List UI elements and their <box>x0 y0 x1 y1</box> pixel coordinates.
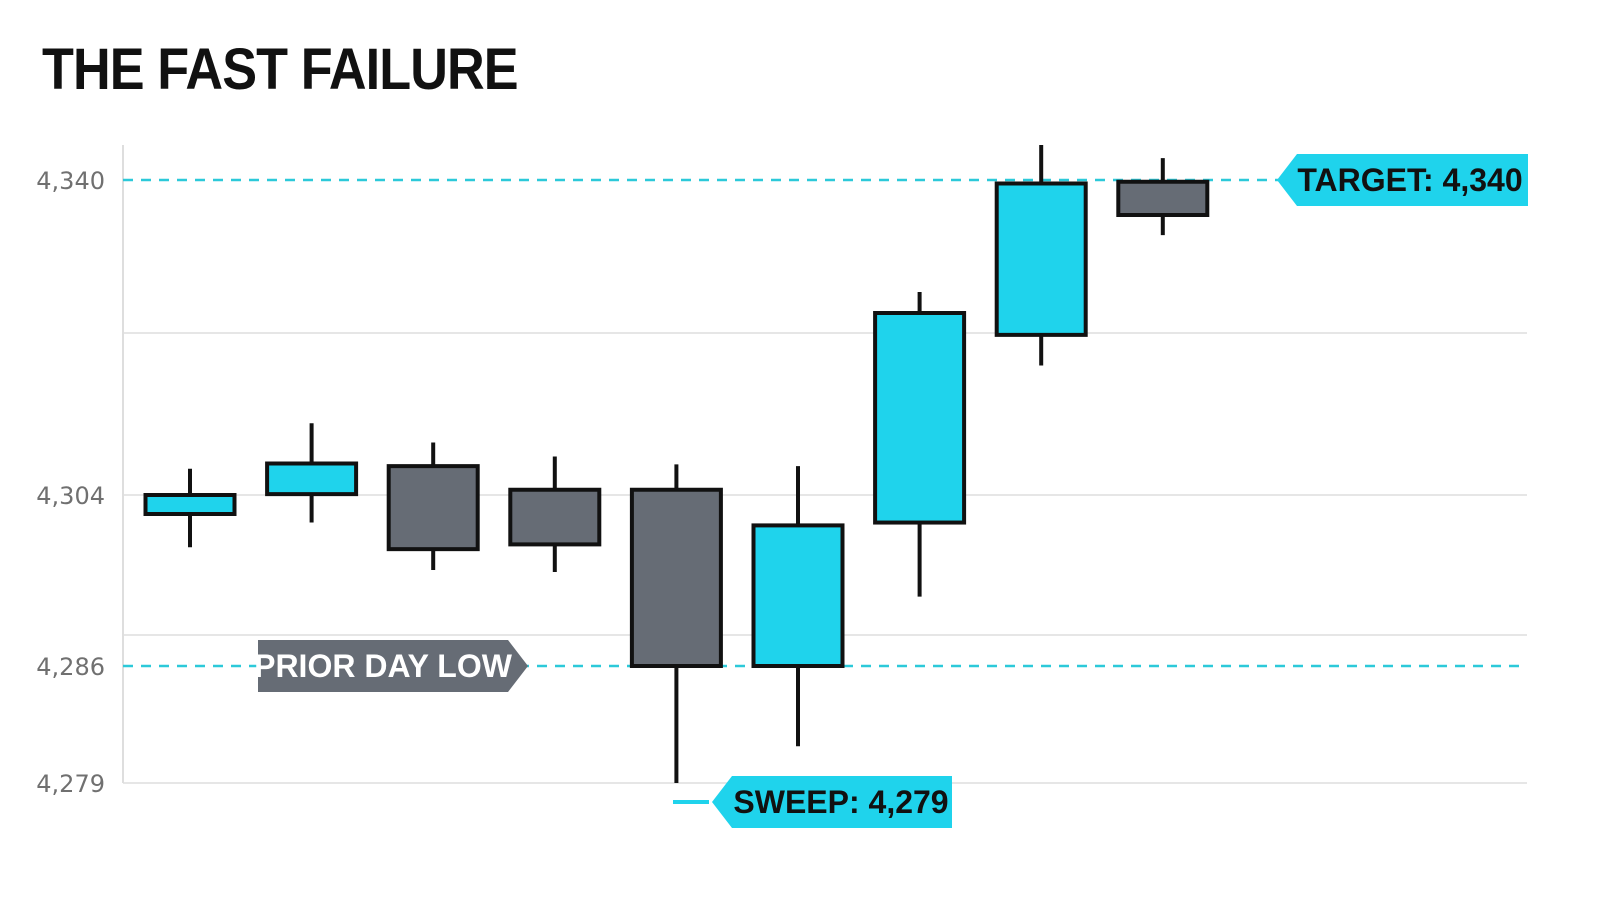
candle <box>265 423 359 523</box>
y-tick-label: 4,279 <box>36 770 105 798</box>
candle-body <box>629 487 723 668</box>
y-tick-label: 4,286 <box>36 653 105 681</box>
candle <box>994 145 1088 366</box>
candle-body <box>873 311 967 525</box>
candle <box>629 464 723 783</box>
sweep-label: SWEEP: 4,279 <box>733 784 948 820</box>
target-label: TARGET: 4,340 <box>1297 162 1522 198</box>
candle-body <box>994 181 1088 337</box>
prior-day-low-tag-shape <box>258 640 528 692</box>
sweep-tag-shape <box>712 776 952 828</box>
candle-body <box>143 493 237 516</box>
target-tag: TARGET: 4,340 <box>1277 154 1528 206</box>
candle-body <box>751 523 845 669</box>
candle-body <box>508 487 602 547</box>
target-tag-shape <box>1277 154 1528 206</box>
candles <box>143 145 1210 783</box>
candle <box>143 468 237 548</box>
candle <box>751 466 845 747</box>
prior-day-low-tag: PRIOR DAY LOW <box>254 640 528 692</box>
candle <box>1116 158 1210 236</box>
candle-body <box>265 461 359 497</box>
prior-day-low-label: PRIOR DAY LOW <box>254 648 513 684</box>
candle <box>508 456 602 572</box>
annotation-tags: PRIOR DAY LOW TARGET: 4,340 SWEEP: 4,279 <box>254 154 1528 828</box>
y-axis-ticks: 4,279 4,286 4,304 4,340 <box>36 167 105 798</box>
page-title: THE FAST FAILURE <box>42 37 519 102</box>
y-tick-label: 4,340 <box>36 167 105 195</box>
candle-body <box>386 464 480 552</box>
candle <box>386 442 480 571</box>
y-tick-label: 4,304 <box>36 482 105 510</box>
sweep-tag: SWEEP: 4,279 <box>673 776 952 828</box>
candle-body <box>1116 179 1210 217</box>
candle <box>873 292 967 597</box>
